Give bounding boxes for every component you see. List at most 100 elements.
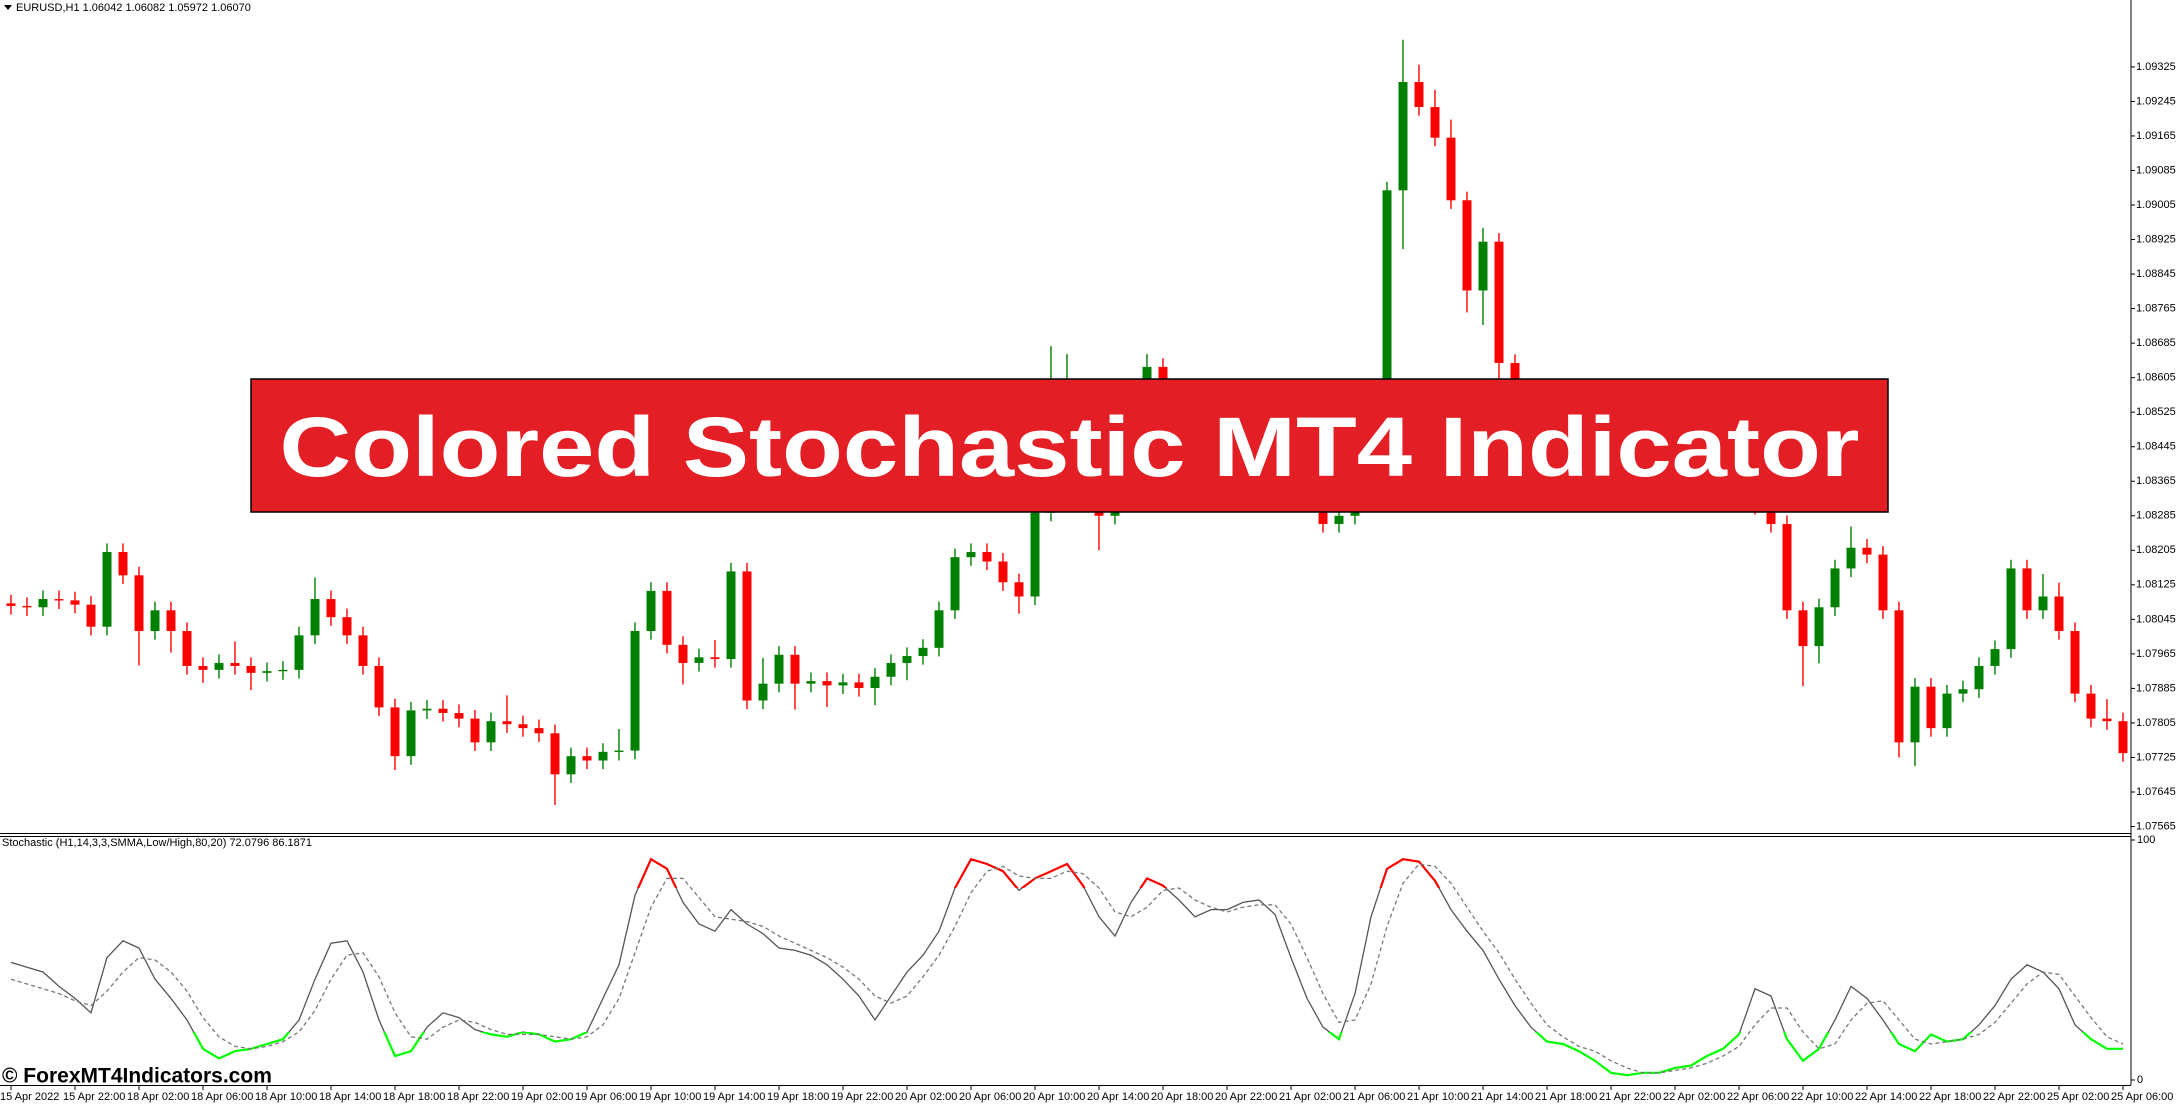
x-tick-label: 22 Apr 14:00 (1855, 1091, 1917, 1103)
candle-body (486, 721, 496, 743)
candle-body (1334, 515, 1344, 524)
y-tick-label: 1.09085 (2136, 164, 2176, 176)
candle-body (6, 603, 16, 606)
x-tick-label: 20 Apr 06:00 (959, 1091, 1021, 1103)
candle-body (1014, 582, 1024, 597)
candle-body (966, 552, 976, 558)
candle-body (1398, 82, 1408, 191)
watermark: © ForexMT4Indicators.com (2, 1065, 272, 1088)
symbol-menu-icon (4, 5, 12, 10)
candle-body (710, 657, 720, 660)
candle-body (1798, 610, 1808, 647)
candle-body (358, 635, 368, 666)
y-tick-label: 1.08765 (2136, 303, 2176, 315)
candle-body (278, 669, 288, 672)
candle-body (342, 617, 352, 636)
candle-body (1382, 190, 1392, 416)
x-tick-label: 15 Apr 22:00 (63, 1091, 125, 1103)
candle-body (246, 665, 256, 673)
candle-body (1878, 554, 1888, 611)
candle-body (1990, 649, 2000, 666)
candle-body (310, 599, 320, 636)
x-tick-label: 20 Apr 02:00 (895, 1091, 957, 1103)
candle-body (998, 561, 1008, 583)
x-tick-label: 21 Apr 14:00 (1471, 1091, 1533, 1103)
candle-body (694, 657, 704, 663)
candle-body (1926, 686, 1936, 729)
x-tick-label: 21 Apr 02:00 (1279, 1091, 1341, 1103)
x-tick-label: 22 Apr 10:00 (1791, 1091, 1853, 1103)
y-tick-label: 1.08445 (2136, 441, 2176, 453)
x-tick-label: 25 Apr 06:00 (2111, 1091, 2173, 1103)
x-tick-label: 21 Apr 22:00 (1599, 1091, 1661, 1103)
x-tick-label: 18 Apr 22:00 (447, 1091, 509, 1103)
candle-body (1414, 82, 1424, 108)
y-tick-label: 1.07645 (2136, 786, 2176, 798)
candle-body (1478, 241, 1488, 291)
x-tick-label: 22 Apr 18:00 (1919, 1091, 1981, 1103)
candle-body (518, 724, 528, 729)
candle-body (1462, 200, 1472, 291)
candle-body (758, 683, 768, 701)
y-tick-label: 1.08685 (2136, 337, 2176, 349)
candle-body (118, 552, 128, 576)
y-tick-label: 1.09165 (2136, 130, 2176, 142)
candle-body (134, 575, 144, 632)
candle-body (1430, 107, 1440, 138)
candle-body (182, 631, 192, 666)
x-tick-label: 18 Apr 10:00 (255, 1091, 317, 1103)
candle-body (982, 552, 992, 562)
y-tick-label: 1.07805 (2136, 717, 2176, 729)
candle-body (374, 665, 384, 708)
x-tick-label: 22 Apr 06:00 (1727, 1091, 1789, 1103)
y-tick-label: 1.09245 (2136, 95, 2176, 107)
y-tick-label: 1.08125 (2136, 579, 2176, 591)
x-tick-label: 20 Apr 10:00 (1023, 1091, 1085, 1103)
candle-body (726, 571, 736, 660)
candle-body (742, 571, 752, 701)
x-tick-label: 19 Apr 22:00 (831, 1091, 893, 1103)
candle-body (774, 654, 784, 684)
candle-body (918, 647, 928, 657)
x-tick-label: 19 Apr 02:00 (511, 1091, 573, 1103)
y-tick-label: 1.07725 (2136, 751, 2176, 763)
x-tick-label: 18 Apr 18:00 (383, 1091, 445, 1103)
candle-body (22, 605, 32, 608)
overbought-line (636, 857, 1441, 888)
candle-body (550, 733, 560, 775)
x-tick-label: 22 Apr 22:00 (1983, 1091, 2045, 1103)
candle-body (1446, 137, 1456, 201)
candle-body (646, 590, 656, 632)
candle-body (470, 718, 480, 743)
candle-body (2070, 631, 2080, 694)
y-tick-label: 1.09005 (2136, 199, 2176, 211)
candle-body (86, 604, 96, 627)
candle-body (838, 682, 848, 686)
candle-body (262, 671, 272, 673)
candle-body (294, 635, 304, 670)
candle-body (1958, 689, 1968, 694)
banner-title: Colored Stochastic MT4 Indicator (280, 400, 1860, 494)
x-tick-label: 20 Apr 22:00 (1215, 1091, 1277, 1103)
candle-body (1766, 505, 1776, 524)
candle-body (598, 751, 608, 761)
candle-body (406, 710, 416, 757)
y-tick-label: 1.07965 (2136, 648, 2176, 660)
candle-body (662, 590, 672, 645)
candle-body (2086, 693, 2096, 719)
candle-body (886, 662, 896, 677)
candle-body (1510, 362, 1520, 389)
x-tick-label: 22 Apr 02:00 (1663, 1091, 1725, 1103)
candle-body (1894, 610, 1904, 743)
y-tick-label: 1.08845 (2136, 268, 2176, 280)
candle-body (2022, 568, 2032, 611)
candle-body (38, 599, 48, 608)
symbol-info: EURUSD,H1 1.06042 1.06082 1.05972 1.0607… (16, 2, 251, 14)
candle-body (230, 662, 240, 666)
candle-body (2102, 718, 2112, 722)
candle-body (2038, 596, 2048, 611)
y-tick-label: 1.08525 (2136, 406, 2176, 418)
y-tick-label: 1.08285 (2136, 510, 2176, 522)
